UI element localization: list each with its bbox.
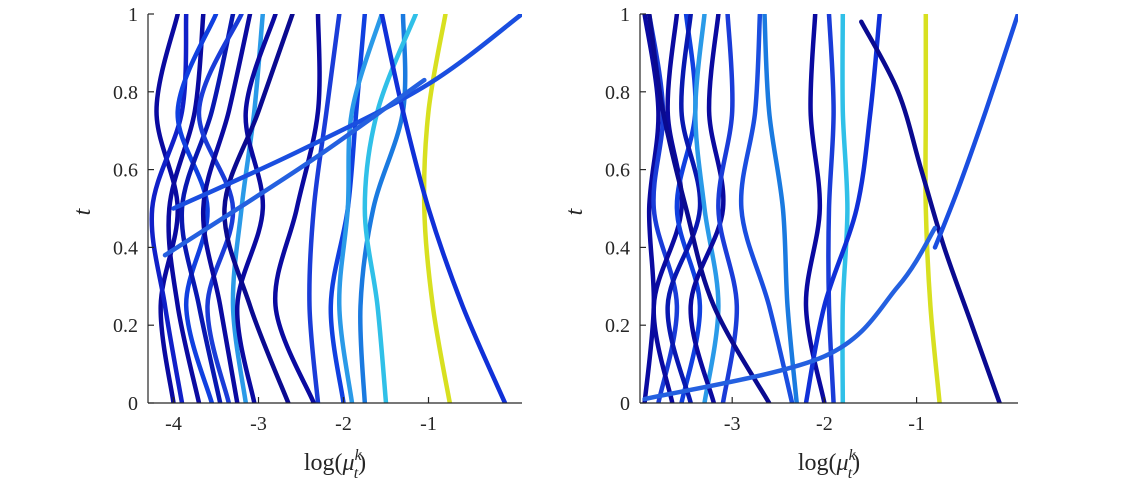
right-y-tick-label: 0.2 — [605, 315, 630, 337]
right-series-line — [688, 14, 726, 403]
left-y-tick-label: 0.6 — [113, 160, 138, 182]
left-y-tick-label: 1 — [128, 4, 138, 26]
left-y-label: t — [70, 207, 96, 215]
right-y-tick-label: 0.8 — [605, 82, 630, 104]
right-series-line — [651, 14, 684, 403]
right-y-tick-label: 1 — [620, 4, 630, 26]
left-curves — [149, 14, 522, 403]
left-series-line — [179, 14, 236, 403]
right-y-tick-label: 0.6 — [605, 160, 630, 182]
left-x-tick-label: -2 — [335, 413, 352, 435]
left-series-line — [235, 14, 278, 403]
right-y-tick-label: 0 — [620, 393, 630, 415]
left-series-line — [171, 14, 522, 211]
right-series-line — [859, 19, 1002, 403]
left-series-line — [379, 14, 508, 403]
left-series-line — [196, 14, 244, 403]
right-series-line — [803, 14, 827, 403]
right-series-line — [716, 14, 740, 403]
right-series-line — [738, 14, 795, 403]
left-x-tick-label: -3 — [250, 413, 267, 435]
left-series-line — [166, 14, 206, 403]
right-series-line — [923, 14, 942, 403]
left-series-line — [358, 14, 408, 403]
left-y-tick-label: 0.2 — [113, 315, 138, 337]
right-x-tick-label: -1 — [908, 413, 925, 435]
right-ticks: 0 0.2 0.4 0.6 0.8 1 -3 -2 -1 — [605, 4, 925, 435]
right-series-line — [665, 14, 703, 403]
right-panel: 0 0.2 0.4 0.6 0.8 1 -3 -2 -1 t log(μk t) — [562, 4, 1018, 480]
left-ticks: 0 0.2 0.4 0.6 0.8 1 -4 -3 -2 -1 — [113, 4, 437, 435]
right-curves — [642, 14, 1018, 403]
right-series-line — [826, 14, 836, 403]
right-series-line — [803, 14, 882, 403]
right-y-tick-label: 0.4 — [605, 237, 630, 259]
left-series-line — [222, 14, 295, 403]
right-y-label: t — [562, 207, 588, 215]
right-series-line — [932, 14, 1018, 250]
left-series-line — [175, 14, 219, 403]
left-series-line — [362, 14, 419, 403]
left-x-tick-label: -1 — [420, 413, 437, 435]
left-x-label: log(μk t) — [304, 447, 366, 480]
right-series-line — [646, 14, 772, 403]
left-series-line — [307, 14, 342, 403]
right-x-tick-label: -3 — [724, 413, 741, 435]
right-series-line — [840, 14, 850, 403]
right-series-line — [642, 225, 938, 402]
left-series-line — [272, 14, 322, 403]
right-series-line — [693, 14, 721, 403]
left-x-tick-label: -4 — [165, 413, 182, 435]
left-series-line — [200, 14, 253, 403]
right-series-line — [762, 14, 799, 403]
left-series-line — [162, 77, 427, 258]
left-y-tick-label: 0.8 — [113, 82, 138, 104]
left-y-tick-label: 0.4 — [113, 237, 138, 259]
left-y-tick-label: 0 — [128, 393, 138, 415]
left-series-line — [337, 14, 385, 403]
left-panel: 0 0.2 0.4 0.6 0.8 1 -4 -3 -2 -1 t log(μk t) — [70, 4, 522, 480]
right-x-label: log(μk t) — [798, 447, 860, 480]
right-x-tick-label: -2 — [816, 413, 833, 435]
